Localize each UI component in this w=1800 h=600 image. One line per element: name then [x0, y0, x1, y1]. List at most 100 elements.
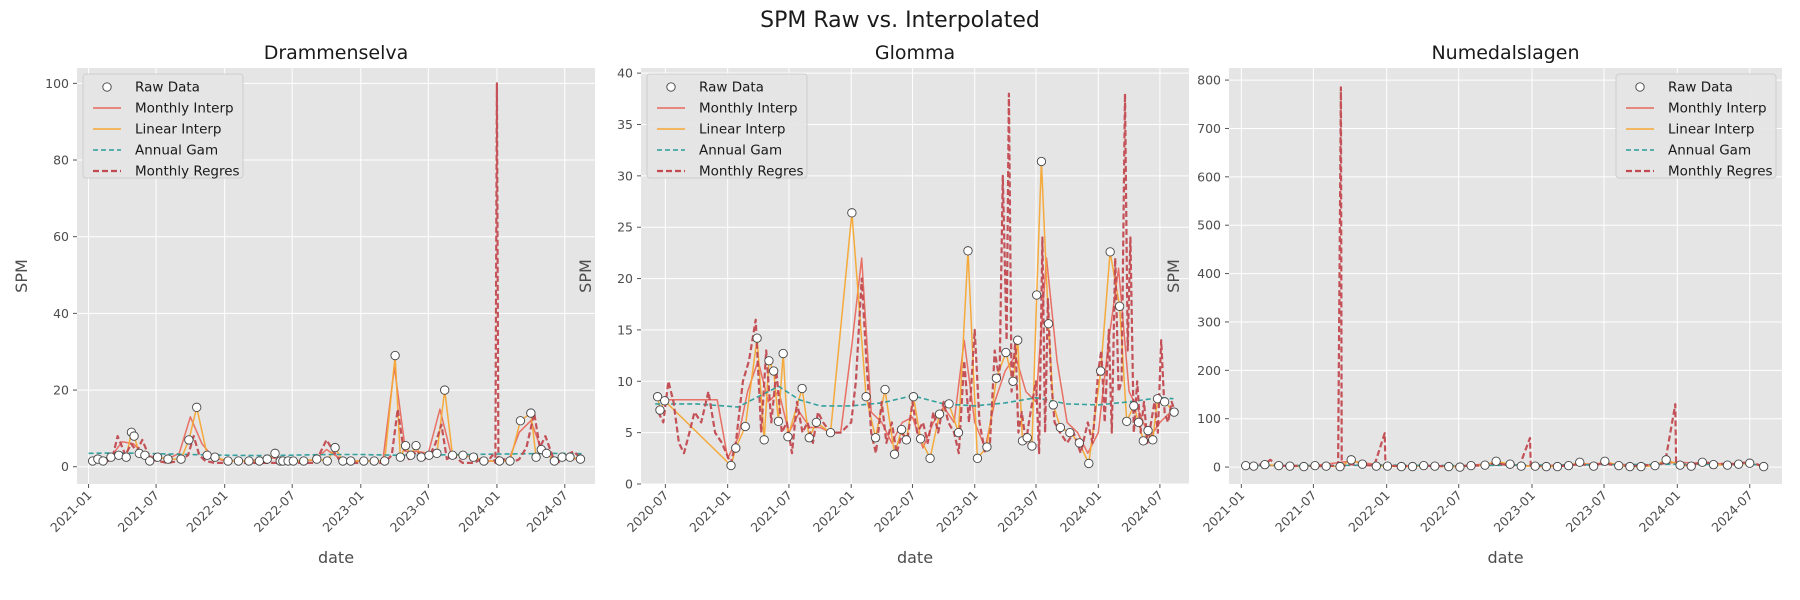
raw-data-point — [764, 356, 774, 366]
raw-data-point — [944, 399, 954, 409]
legend-label: Annual Gam — [1668, 143, 1751, 159]
x-tick-label: 2024-01 — [455, 488, 503, 536]
raw-data-point — [1733, 459, 1744, 469]
raw-data-point — [1491, 456, 1501, 466]
raw-data-point — [531, 452, 541, 462]
raw-data-point — [1346, 455, 1356, 465]
raw-data-point — [726, 460, 736, 471]
x-axis-label: date — [318, 548, 354, 567]
raw-data-point — [1159, 397, 1170, 407]
legend-marker-raw-data — [666, 82, 676, 92]
raw-data-point — [1065, 427, 1075, 438]
raw-data-point — [1096, 366, 1106, 376]
legend-label: Annual Gam — [699, 143, 782, 159]
figure-title: SPM Raw vs. Interpolated — [760, 8, 1040, 33]
raw-data-point — [359, 456, 369, 466]
series-linear-interp-line — [656, 160, 1175, 467]
raw-data-point — [1430, 461, 1440, 471]
raw-data-point — [1686, 461, 1696, 471]
raw-data-point — [759, 435, 769, 445]
raw-data-point — [184, 435, 194, 445]
raw-data-point — [400, 441, 411, 451]
raw-data-point — [1444, 461, 1454, 472]
raw-data-point — [1466, 460, 1476, 471]
panel-title: Numedalslagen — [1431, 42, 1579, 64]
raw-data-point — [1563, 460, 1574, 471]
y-axis-label: SPM — [1164, 259, 1183, 293]
legend-marker-raw-data — [1635, 82, 1645, 92]
raw-data-point — [416, 452, 426, 462]
legend-label: Monthly Regres — [1668, 164, 1773, 180]
raw-data-point — [395, 452, 405, 462]
raw-data-point — [458, 450, 468, 460]
raw-data-point — [804, 433, 814, 443]
raw-data-point — [1148, 435, 1158, 445]
raw-data-point — [740, 421, 750, 432]
chart-panel-drammenselva: 0 20 40 60 80 100 2021-01 2021-07 2022-01 2022-07… — [12, 42, 595, 567]
raw-data-point — [299, 456, 309, 466]
panel-title: Glomma — [875, 42, 955, 64]
raw-data-point — [526, 408, 536, 418]
raw-data-point — [797, 383, 807, 394]
series-layer — [652, 92, 1179, 471]
raw-data-point — [1055, 422, 1066, 433]
raw-data-point — [773, 416, 784, 426]
raw-data-point — [825, 427, 836, 438]
raw-data-point — [889, 449, 900, 459]
raw-data-point — [1614, 460, 1624, 471]
raw-data-point — [369, 456, 379, 466]
raw-data-point — [505, 456, 515, 466]
x-tick-label: 2024-01 — [1057, 488, 1105, 536]
raw-data-point — [1575, 457, 1585, 467]
raw-data-point — [896, 424, 907, 435]
raw-data-point — [652, 392, 663, 402]
raw-data-point — [1249, 461, 1259, 471]
legend-label: Raw Data — [699, 80, 764, 96]
raw-data-point — [121, 452, 131, 462]
x-axis-label: date — [1487, 548, 1523, 567]
x-tick-label: 2022-01 — [810, 488, 858, 536]
x-tick-label: 2023-01 — [1491, 488, 1539, 536]
raw-data-point — [244, 456, 254, 466]
x-axis-label: date — [897, 548, 933, 567]
legend-label: Monthly Interp — [1668, 101, 1767, 117]
raw-data-point — [312, 454, 322, 464]
raw-data-point — [98, 456, 108, 466]
x-tick-label: 2021-01 — [1200, 488, 1248, 536]
legend-label: Monthly Regres — [699, 164, 804, 180]
series-raw-data — [652, 156, 1179, 471]
series-layer — [1241, 86, 1769, 472]
raw-data-point — [769, 366, 779, 376]
raw-data-point — [1480, 460, 1490, 470]
raw-data-point — [1516, 461, 1526, 471]
raw-data-point — [440, 385, 450, 395]
raw-data-point — [549, 456, 560, 466]
raw-data-point — [1143, 425, 1153, 436]
raw-data-point — [1419, 460, 1429, 471]
raw-data-point — [1552, 461, 1563, 472]
raw-data-point — [1001, 347, 1011, 358]
legend-label: Monthly Interp — [699, 101, 798, 117]
y-tick-label: 15 — [617, 322, 633, 337]
raw-data-point — [210, 452, 220, 462]
raw-data-point — [557, 452, 567, 462]
raw-data-point — [1335, 461, 1345, 472]
raw-data-point — [254, 456, 265, 466]
legend-label: Annual Gam — [135, 143, 218, 159]
legend: Raw Data Monthly Interp Linear Interp Annua… — [646, 73, 808, 180]
raw-data-point — [424, 450, 434, 460]
raw-data-point — [1129, 401, 1139, 411]
raw-data-point — [1043, 319, 1054, 329]
raw-data-point — [479, 456, 489, 466]
raw-data-point — [565, 452, 575, 462]
y-tick-label: 0 — [1213, 460, 1221, 475]
legend-label: Monthly Regres — [135, 164, 240, 180]
raw-data-point — [847, 208, 857, 218]
raw-data-point — [1589, 461, 1599, 471]
raw-data-point — [1455, 462, 1465, 472]
raw-data-point — [380, 456, 390, 466]
raw-data-point — [223, 456, 233, 466]
raw-data-point — [1708, 460, 1719, 470]
raw-data-point — [1285, 461, 1295, 471]
